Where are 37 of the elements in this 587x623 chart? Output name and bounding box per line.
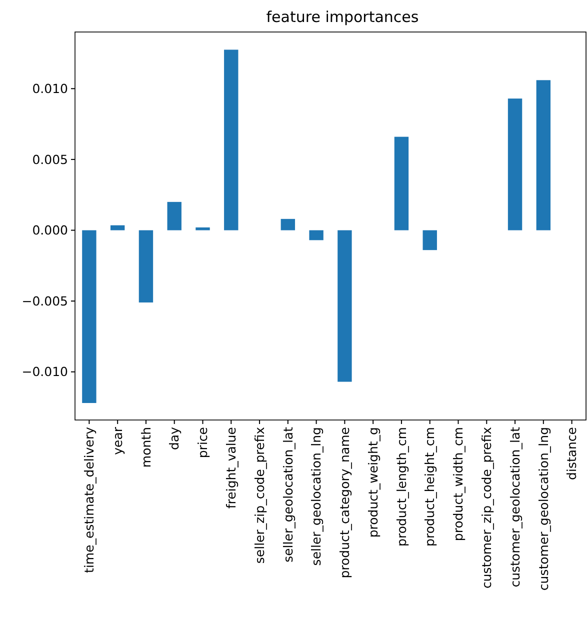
y-tick-label: −0.010 xyxy=(22,364,68,380)
x-tick-label: month xyxy=(138,427,154,468)
x-tick-label: product_length_cm xyxy=(394,427,409,546)
x-tick-label: seller_geolocation_lng xyxy=(308,427,324,566)
chart-title: feature importances xyxy=(266,8,419,26)
x-tick-label: customer_geolocation_lng xyxy=(536,427,551,591)
bar xyxy=(196,227,210,230)
x-tick-label: product_weight_g xyxy=(365,427,380,538)
y-tick-label: 0.005 xyxy=(32,152,68,167)
bar xyxy=(224,50,238,230)
x-tick-label: product_width_cm xyxy=(450,427,466,542)
bar xyxy=(167,202,182,230)
bar xyxy=(536,80,551,230)
x-tick-label: freight_value xyxy=(224,426,239,509)
x-tick-label: product_height_cm xyxy=(422,427,438,546)
bar xyxy=(422,230,437,250)
x-tick-label: time_estimate_delivery xyxy=(82,426,97,573)
bar xyxy=(280,218,296,230)
x-tick-label: distance xyxy=(564,426,580,480)
y-tick-label: 0.000 xyxy=(32,222,68,238)
y-tick-label: 0.010 xyxy=(32,81,68,96)
x-tick-label: seller_geolocation_lat xyxy=(280,426,296,562)
x-tick-label: year xyxy=(110,426,125,455)
x-tick-label: day xyxy=(166,426,182,450)
bar xyxy=(110,225,125,230)
x-tick-label: seller_zip_code_prefix xyxy=(252,427,267,564)
bar xyxy=(138,230,154,302)
x-tick-label: customer_geolocation_lat xyxy=(507,426,522,588)
bar xyxy=(82,230,96,404)
x-tick-label: customer_zip_code_prefix xyxy=(479,427,494,588)
bar xyxy=(508,98,522,230)
x-tick-label: price xyxy=(195,426,210,458)
y-tick-label: −0.005 xyxy=(22,293,68,308)
x-tick-label: product_category_name xyxy=(337,426,352,578)
bar xyxy=(394,136,409,230)
bar xyxy=(338,230,352,382)
bar xyxy=(309,230,324,240)
